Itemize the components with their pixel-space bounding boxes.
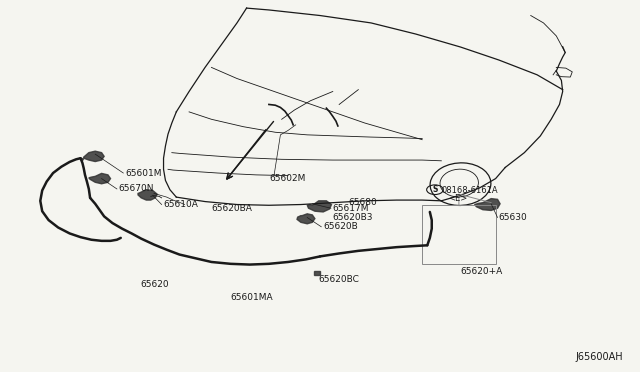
Text: 65601M: 65601M [125, 169, 162, 177]
Polygon shape [138, 190, 157, 200]
Text: 65617M: 65617M [333, 204, 369, 213]
Text: J65600AH: J65600AH [576, 352, 623, 362]
Polygon shape [297, 214, 315, 224]
Text: 65610A: 65610A [164, 200, 198, 209]
Bar [422, 205, 495, 264]
Text: 65620: 65620 [140, 280, 168, 289]
Polygon shape [314, 271, 320, 275]
Text: 65620BC: 65620BC [319, 275, 360, 284]
Text: 65620B3: 65620B3 [333, 213, 373, 222]
Text: 65620BA: 65620BA [211, 204, 252, 213]
Text: 65680: 65680 [349, 198, 378, 207]
Polygon shape [89, 173, 111, 184]
Text: 08168-6161A: 08168-6161A [442, 186, 498, 195]
Text: S: S [432, 185, 438, 194]
Text: 65620B: 65620B [323, 222, 358, 231]
Text: 65670N: 65670N [119, 185, 154, 193]
Polygon shape [81, 151, 104, 161]
Text: 65602M: 65602M [269, 174, 305, 183]
Text: 65601MA: 65601MA [230, 293, 273, 302]
Text: 65630: 65630 [499, 213, 527, 222]
Text: 65620+A: 65620+A [461, 267, 503, 276]
Polygon shape [474, 199, 500, 211]
Text: <E>: <E> [448, 194, 467, 203]
Polygon shape [307, 201, 332, 212]
